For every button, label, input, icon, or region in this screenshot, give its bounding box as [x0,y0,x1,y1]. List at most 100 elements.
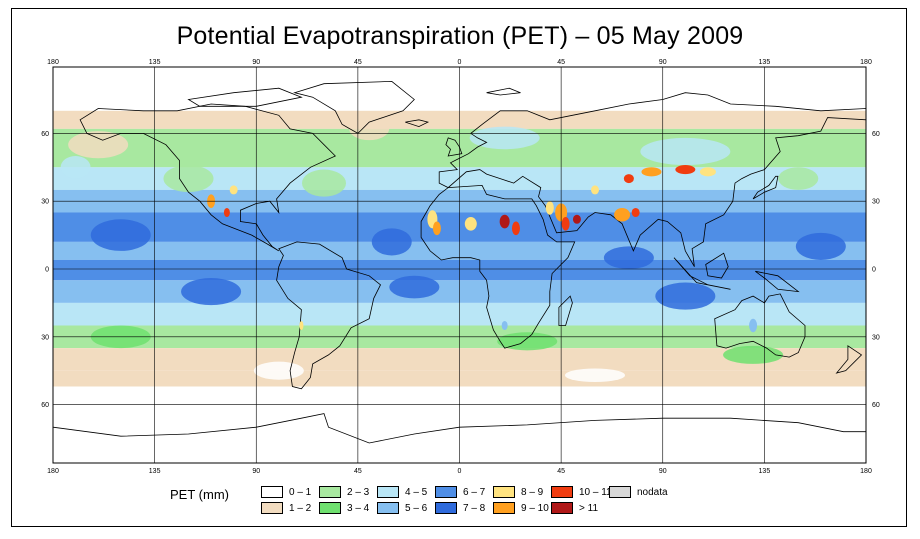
legend-title: PET (mm) [170,487,229,502]
lon-tick-bottom: 0 [458,468,462,475]
pet-patch [795,232,846,260]
pet-hotspot [749,318,758,333]
lat-tick-right: 0 [872,267,876,274]
pet-hotspot [499,214,510,229]
legend-label: 0 – 1 [289,486,312,498]
pet-patch [469,126,540,150]
legend-swatch [551,486,573,498]
legend-swatch [377,486,399,498]
legend-swatch [261,502,283,514]
legend-item: 8 – 9 [493,485,543,499]
pet-patch [302,169,346,197]
legend-swatch [551,502,573,514]
madagascar-outline [558,295,573,326]
legend-label: 7 – 8 [463,502,486,514]
pet-hotspot [623,174,634,184]
legend-swatch [435,502,457,514]
borneo-outline [705,252,729,279]
pet-hotspot [464,217,477,231]
lon-tick-bottom: 45 [557,468,565,475]
lon-tick-top: 45 [557,59,565,66]
pet-patch [565,368,625,382]
lon-tick-bottom: 90 [252,468,260,475]
lon-tick-bottom: 180 [860,468,872,475]
legend-swatch [319,486,341,498]
lon-tick-bottom: 135 [149,468,161,475]
legend-label: 3 – 4 [347,502,370,514]
legend-swatch [261,486,283,498]
legend-item: nodata [609,485,668,499]
pet-hotspot [614,207,631,222]
antarctica-outline [52,413,866,444]
lon-tick-top: 90 [659,59,667,66]
pet-patch [90,219,151,251]
figure-frame [11,8,907,527]
svalbard-outline [486,87,521,96]
pet-hotspot [561,217,570,231]
legend-swatch [493,486,515,498]
map-border [52,66,867,464]
legend-swatch [493,502,515,514]
lon-tick-top: 180 [860,59,872,66]
arctic-islands-outline [187,87,303,107]
lat-tick-right: 60 [872,131,880,138]
legend-label: 8 – 9 [521,486,544,498]
legend-item: 4 – 5 [377,485,427,499]
pet-hotspot [501,320,508,331]
uk-outline [445,137,463,157]
legend-label: 2 – 3 [347,486,370,498]
lon-tick-top: 135 [149,59,161,66]
axis-ticks: 180 135 90 45 0 45 90 135 180 180 135 90 45 0 45 90 135 1… [41,59,880,475]
legend-item: > 11 [551,501,598,515]
pet-hotspot [432,221,441,236]
pet-patch [349,117,390,141]
land-outlines [52,80,867,444]
pet-patch [60,156,91,179]
legend-swatch [435,486,457,498]
legend-item: 3 – 4 [319,501,369,515]
greenland-outline [293,80,415,134]
lon-tick-top: 90 [252,59,260,66]
pet-hotspot [229,185,238,195]
iceland-outline [405,119,430,128]
pet-hotspot [631,207,640,218]
legend-item: 5 – 6 [377,501,427,515]
lat-tick-left: 0 [45,267,49,274]
legend-label: 10 – 11 [579,486,612,498]
legend-label: 5 – 6 [405,502,428,514]
legend-item: 2 – 3 [319,485,369,499]
north-america-outline [79,103,336,252]
legend-swatch [609,486,631,498]
lon-tick-top: 135 [759,59,771,66]
pet-hotspot [545,201,554,215]
pet-patch [389,275,440,299]
africa-outline [420,184,576,349]
legend-label: 9 – 10 [521,502,549,514]
new-zealand-outline [835,345,863,374]
lon-tick-bottom: 45 [354,468,362,475]
pet-patch [655,282,716,310]
lon-tick-top: 45 [354,59,362,66]
legend-item: 1 – 2 [261,501,311,515]
pet-patch [253,361,304,380]
eurasia-outline [438,92,867,267]
lon-tick-bottom: 180 [47,468,59,475]
legend-label: 6 – 7 [463,486,486,498]
pet-hotspot [699,167,716,177]
pet-patch [640,137,731,166]
lat-tick-right: 30 [872,334,880,341]
pet-patch [181,278,242,306]
pet-hotspot [641,167,662,177]
legend-label: nodata [637,486,668,498]
pet-hotspot [572,214,581,224]
legend-item: 6 – 7 [435,485,485,499]
pet-hotspot [675,165,696,175]
indonesia-outline [673,257,731,290]
map-title: Potential Evapotranspiration (PET) – 05 … [176,22,744,50]
legend-label: 4 – 5 [405,486,428,498]
japan-outline [752,175,779,200]
pet-hotspot [223,207,230,218]
legend-swatch [319,502,341,514]
legend-swatch [377,502,399,514]
